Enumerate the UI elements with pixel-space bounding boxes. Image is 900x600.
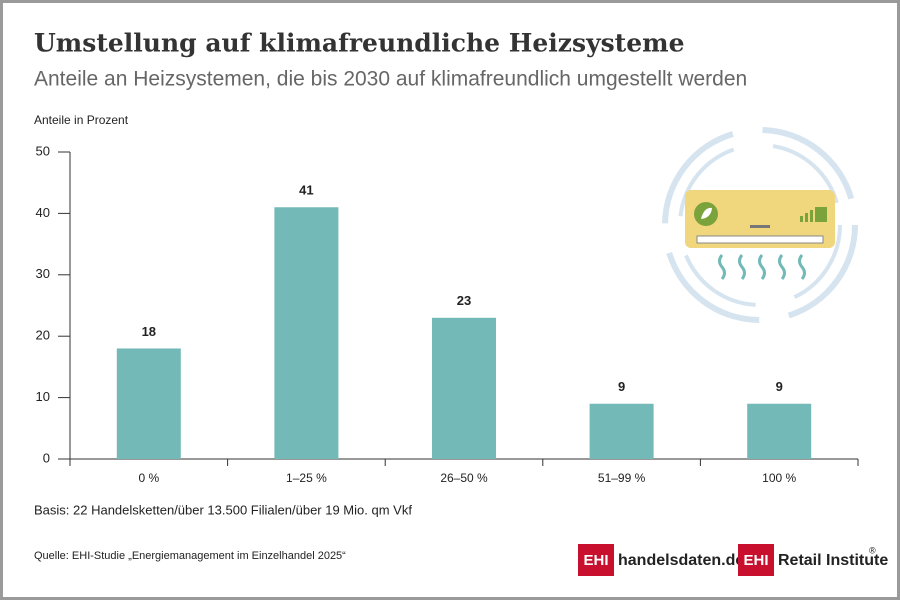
bar bbox=[274, 207, 339, 459]
logo-text: handelsdaten.de bbox=[618, 552, 744, 569]
y-tick-label: 20 bbox=[36, 328, 50, 343]
bar bbox=[747, 403, 812, 459]
data-label: 9 bbox=[776, 379, 783, 394]
logo-text: Retail Institute bbox=[778, 552, 888, 569]
data-label: 23 bbox=[457, 293, 471, 308]
logo-box bbox=[738, 544, 774, 576]
y-tick-label: 30 bbox=[36, 266, 50, 281]
logo-mark: EHI bbox=[583, 552, 608, 569]
y-tick-label: 50 bbox=[36, 143, 50, 158]
source-note: Quelle: EHI-Studie „Energiemanagement im… bbox=[34, 550, 346, 562]
data-label: 41 bbox=[299, 183, 313, 198]
x-tick-label: 51–99 % bbox=[598, 471, 646, 485]
y-tick-label: 10 bbox=[36, 389, 50, 404]
logo-mark: EHI bbox=[743, 552, 768, 569]
logo-registered: ® bbox=[869, 545, 876, 555]
bar bbox=[432, 317, 496, 459]
bar bbox=[116, 348, 181, 459]
logo-box bbox=[578, 544, 614, 576]
chart-title: Umstellung auf klimafreundliche Heizsyst… bbox=[34, 29, 685, 58]
x-tick-label: 0 % bbox=[138, 471, 159, 485]
y-axis-label: Anteile in Prozent bbox=[34, 113, 129, 127]
chart-subtitle: Anteile an Heizsystemen, die bis 2030 au… bbox=[34, 68, 747, 91]
y-tick-label: 40 bbox=[36, 205, 50, 220]
y-tick-label: 0 bbox=[43, 450, 50, 465]
data-label: 18 bbox=[142, 324, 156, 339]
data-label: 9 bbox=[618, 379, 625, 394]
x-tick-label: 100 % bbox=[762, 471, 796, 485]
x-tick-label: 1–25 % bbox=[286, 471, 327, 485]
bar bbox=[589, 403, 654, 459]
ac-icon bbox=[662, 127, 858, 323]
x-tick-label: 26–50 % bbox=[440, 471, 488, 485]
basis-note: Basis: 22 Handelsketten/über 13.500 Fili… bbox=[34, 502, 412, 517]
